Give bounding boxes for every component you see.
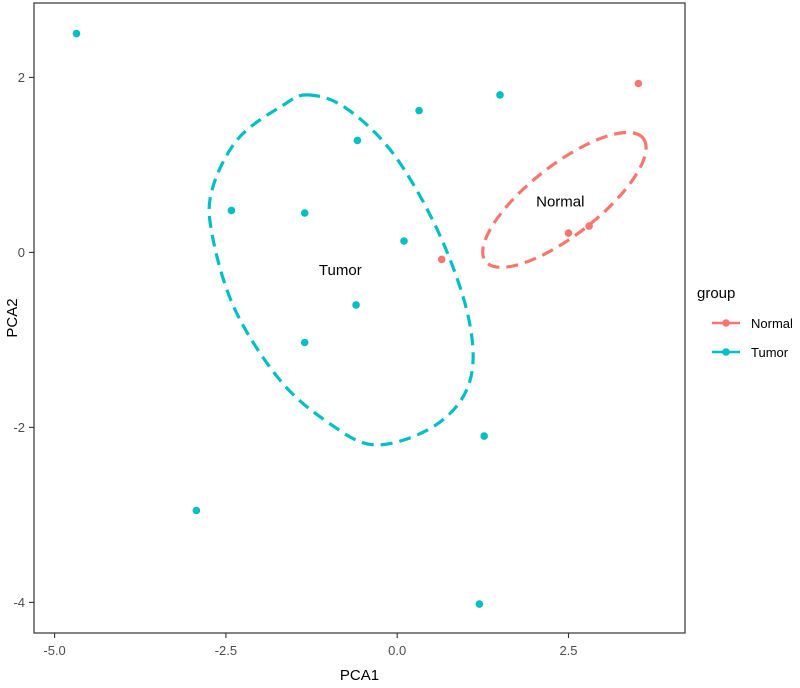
data-point-tumor: [72, 29, 81, 38]
y-tick-label: 2: [18, 70, 25, 85]
y-axis-title: PCA2: [4, 298, 21, 337]
data-point-tumor: [353, 136, 362, 145]
data-point-normal: [437, 255, 446, 264]
data-point-normal: [634, 79, 643, 88]
legend-label-tumor: Tumor: [751, 345, 789, 360]
x-axis-ticks: -5.0 -2.5 0.0 2.5: [43, 633, 578, 658]
confidence-ellipses: [207, 93, 648, 447]
x-tick-label: -2.5: [215, 643, 237, 658]
x-tick-label: -5.0: [43, 643, 65, 658]
x-tick-label: 2.5: [559, 643, 577, 658]
data-point-normal: [564, 229, 573, 237]
data-point-tumor: [496, 91, 504, 99]
x-tick-label: 0.0: [388, 643, 406, 658]
data-point-normal: [585, 222, 593, 230]
data-point-tumor: [352, 301, 360, 309]
legend-key-point-tumor: [722, 348, 730, 356]
data-point-tumor: [300, 338, 309, 347]
plot-panel-border: [33, 2, 686, 634]
y-axis-ticks: -4 -2 0 2: [13, 70, 34, 610]
y-tick-label: -4: [13, 595, 25, 610]
ellipse-label-normal: Normal: [536, 194, 584, 211]
ellipse-label-tumor: Tumor: [319, 262, 362, 279]
data-point-tumor: [227, 206, 236, 215]
data-point-tumor: [415, 106, 423, 115]
y-tick-label: 0: [18, 245, 25, 260]
x-axis-title: PCA1: [340, 667, 379, 684]
y-tick-label: -2: [13, 420, 25, 435]
data-point-tumor: [475, 600, 484, 608]
data-point-tumor: [480, 432, 489, 440]
legend-key-point-normal: [722, 319, 730, 327]
scatter-points: [72, 29, 643, 608]
data-point-tumor: [192, 506, 201, 515]
data-point-tumor: [400, 237, 408, 245]
legend: group Normal Tumor: [697, 285, 793, 360]
ellipse-labels: Normal Tumor: [319, 194, 585, 279]
ellipse-normal: [481, 130, 648, 269]
legend-title: group: [697, 285, 735, 302]
data-point-tumor: [300, 209, 309, 217]
legend-label-normal: Normal: [751, 316, 793, 331]
